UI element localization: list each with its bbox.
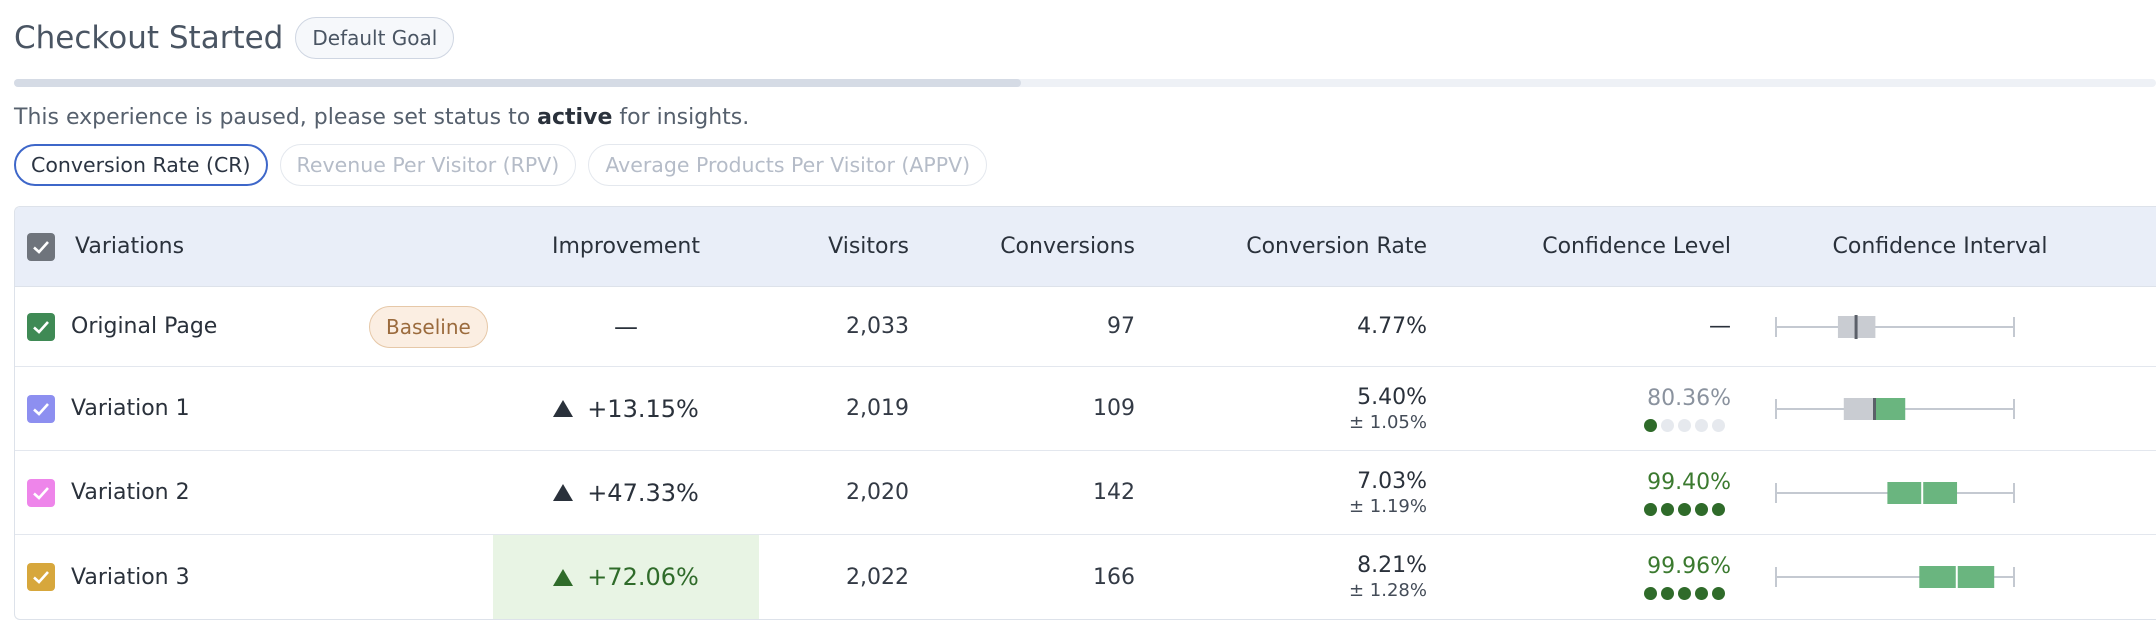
improvement-value: +72.06% xyxy=(587,563,699,591)
up-triangle-icon xyxy=(553,400,574,417)
check-icon xyxy=(33,402,49,416)
confidence-dot xyxy=(1678,418,1691,432)
ci-interval-box xyxy=(1875,397,1906,420)
confidence-interval-plot xyxy=(1775,397,2015,420)
column-header-confidence-interval: Confidence Interval xyxy=(1832,234,2048,259)
baseline-badge: Baseline xyxy=(369,305,488,348)
table-row: Variation 2 +47.33% 2,020 142 7.03% ± 1.… xyxy=(15,451,2156,535)
conversion-rate-margin: ± 1.28% xyxy=(1349,580,1427,601)
confidence-dot xyxy=(1661,418,1674,432)
confidence-dots xyxy=(1644,587,1725,600)
visitors-value: 2,019 xyxy=(846,396,909,421)
column-header-conversion-rate[interactable]: Conversion Rate xyxy=(1246,234,1427,259)
confidence-dot xyxy=(1712,418,1725,432)
confidence-interval-plot xyxy=(1775,314,2015,339)
paused-notice: This experience is paused, please set st… xyxy=(14,105,749,130)
confidence-level-value: 99.40% xyxy=(1647,469,1731,495)
up-triangle-icon xyxy=(553,484,574,501)
confidence-level-value: 99.96% xyxy=(1647,554,1731,579)
results-table: Variations Improvement Visitors Conversi… xyxy=(14,206,2156,620)
confidence-interval-plot xyxy=(1775,566,2015,588)
progress-bar xyxy=(14,79,2156,87)
improvement-value: — xyxy=(614,312,638,341)
tab-conversion-rate[interactable]: Conversion Rate (CR) xyxy=(14,144,268,186)
check-icon xyxy=(33,320,49,334)
conversion-rate-margin: ± 1.19% xyxy=(1349,495,1427,517)
conversion-rate-value: 8.21% xyxy=(1357,553,1427,578)
table-row: Variation 3 +72.06% 2,022 166 8.21% ± 1.… xyxy=(15,535,2156,619)
tab-revenue-per-visitor[interactable]: Revenue Per Visitor (RPV) xyxy=(279,144,577,186)
variation-name[interactable]: Variation 2 xyxy=(71,480,190,505)
conversion-rate-value: 5.40% xyxy=(1357,384,1427,410)
conversions-value: 109 xyxy=(1093,396,1135,421)
visitors-value: 2,022 xyxy=(846,564,909,590)
confidence-dot xyxy=(1661,502,1674,516)
variation-checkbox[interactable] xyxy=(27,394,55,423)
improvement-cell: +13.15% xyxy=(493,367,759,450)
goal-badge: Default Goal xyxy=(295,17,455,59)
ci-overlap-box xyxy=(1843,397,1876,420)
table-row: Variation 1 +13.15% 2,019 109 5.40% ± 1.… xyxy=(15,367,2156,451)
page-header: Checkout Started Default Goal xyxy=(14,14,455,62)
improvement-value: +13.15% xyxy=(587,394,699,423)
improvement-cell: +72.06% xyxy=(493,535,759,619)
column-header-conversions[interactable]: Conversions xyxy=(1000,234,1135,259)
variation-name[interactable]: Variation 1 xyxy=(71,396,190,421)
confidence-dot xyxy=(1644,502,1657,516)
variation-name[interactable]: Variation 3 xyxy=(71,564,190,590)
confidence-dot xyxy=(1695,418,1708,432)
column-header-visitors[interactable]: Visitors xyxy=(828,234,909,259)
confidence-dot xyxy=(1644,418,1657,432)
metric-tabs: Conversion Rate (CR) Revenue Per Visitor… xyxy=(14,144,988,186)
notice-prefix: This experience is paused, please set st… xyxy=(14,105,538,130)
check-icon xyxy=(33,486,49,500)
confidence-level-value: — xyxy=(1709,314,1731,339)
tab-average-products-per-visitor[interactable]: Average Products Per Visitor (APPV) xyxy=(588,144,988,186)
confidence-dot xyxy=(1712,587,1725,600)
up-triangle-icon xyxy=(553,568,574,586)
variation-checkbox[interactable] xyxy=(27,563,55,591)
confidence-dots xyxy=(1644,418,1725,432)
improvement-value: +47.33% xyxy=(587,478,699,507)
variation-name[interactable]: Original Page xyxy=(71,314,218,339)
improvement-cell: +47.33% xyxy=(493,451,759,534)
conversion-rate-margin: ± 1.05% xyxy=(1349,411,1427,433)
confidence-dots xyxy=(1644,502,1725,516)
visitors-value: 2,020 xyxy=(846,480,909,505)
confidence-level-value: 80.36% xyxy=(1647,385,1731,411)
conversion-rate-value: 4.77% xyxy=(1357,314,1427,339)
page-title: Checkout Started xyxy=(14,20,284,56)
confidence-dot xyxy=(1712,502,1725,516)
confidence-dot xyxy=(1661,587,1674,600)
confidence-dot xyxy=(1695,502,1708,516)
confidence-interval-plot xyxy=(1775,481,2015,504)
conversions-value: 166 xyxy=(1093,564,1135,590)
confidence-dot xyxy=(1695,587,1708,600)
visitors-value: 2,033 xyxy=(846,314,909,339)
confidence-dot xyxy=(1678,502,1691,516)
table-header: Variations Improvement Visitors Conversi… xyxy=(15,207,2156,287)
column-header-variations: Variations xyxy=(75,234,185,259)
conversions-value: 97 xyxy=(1107,314,1135,339)
variation-checkbox[interactable] xyxy=(27,478,55,507)
check-icon xyxy=(33,240,49,254)
improvement-cell: — xyxy=(493,287,759,366)
notice-emphasis: active xyxy=(537,105,613,130)
column-header-improvement[interactable]: Improvement xyxy=(552,234,700,259)
notice-suffix: for insights. xyxy=(612,105,750,130)
conversions-value: 142 xyxy=(1093,480,1135,505)
select-all-checkbox[interactable] xyxy=(27,232,55,261)
confidence-dot xyxy=(1644,587,1657,600)
confidence-dot xyxy=(1678,587,1691,600)
check-icon xyxy=(33,571,49,584)
table-row: Original Page Baseline — 2,033 97 4.77% … xyxy=(15,287,2156,367)
column-header-confidence-level[interactable]: Confidence Level xyxy=(1542,234,1731,259)
conversion-rate-value: 7.03% xyxy=(1357,468,1427,494)
progress-fill xyxy=(14,79,1021,87)
variation-checkbox[interactable] xyxy=(27,312,55,341)
